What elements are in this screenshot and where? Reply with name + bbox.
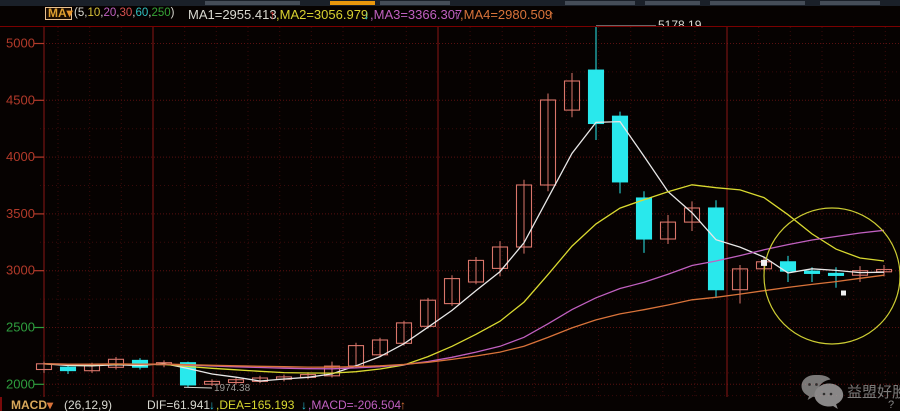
svg-text:2500: 2500 <box>6 320 35 335</box>
svg-text:3500: 3500 <box>6 206 35 221</box>
svg-text:益盟好股: 益盟好股 <box>847 384 900 401</box>
svg-text:5000: 5000 <box>6 36 35 51</box>
svg-text:2000: 2000 <box>6 376 35 391</box>
svg-text:3000: 3000 <box>6 263 35 278</box>
svg-text:1974.38: 1974.38 <box>214 383 251 394</box>
svg-text:4500: 4500 <box>6 92 35 107</box>
svg-text:4000: 4000 <box>6 149 35 164</box>
